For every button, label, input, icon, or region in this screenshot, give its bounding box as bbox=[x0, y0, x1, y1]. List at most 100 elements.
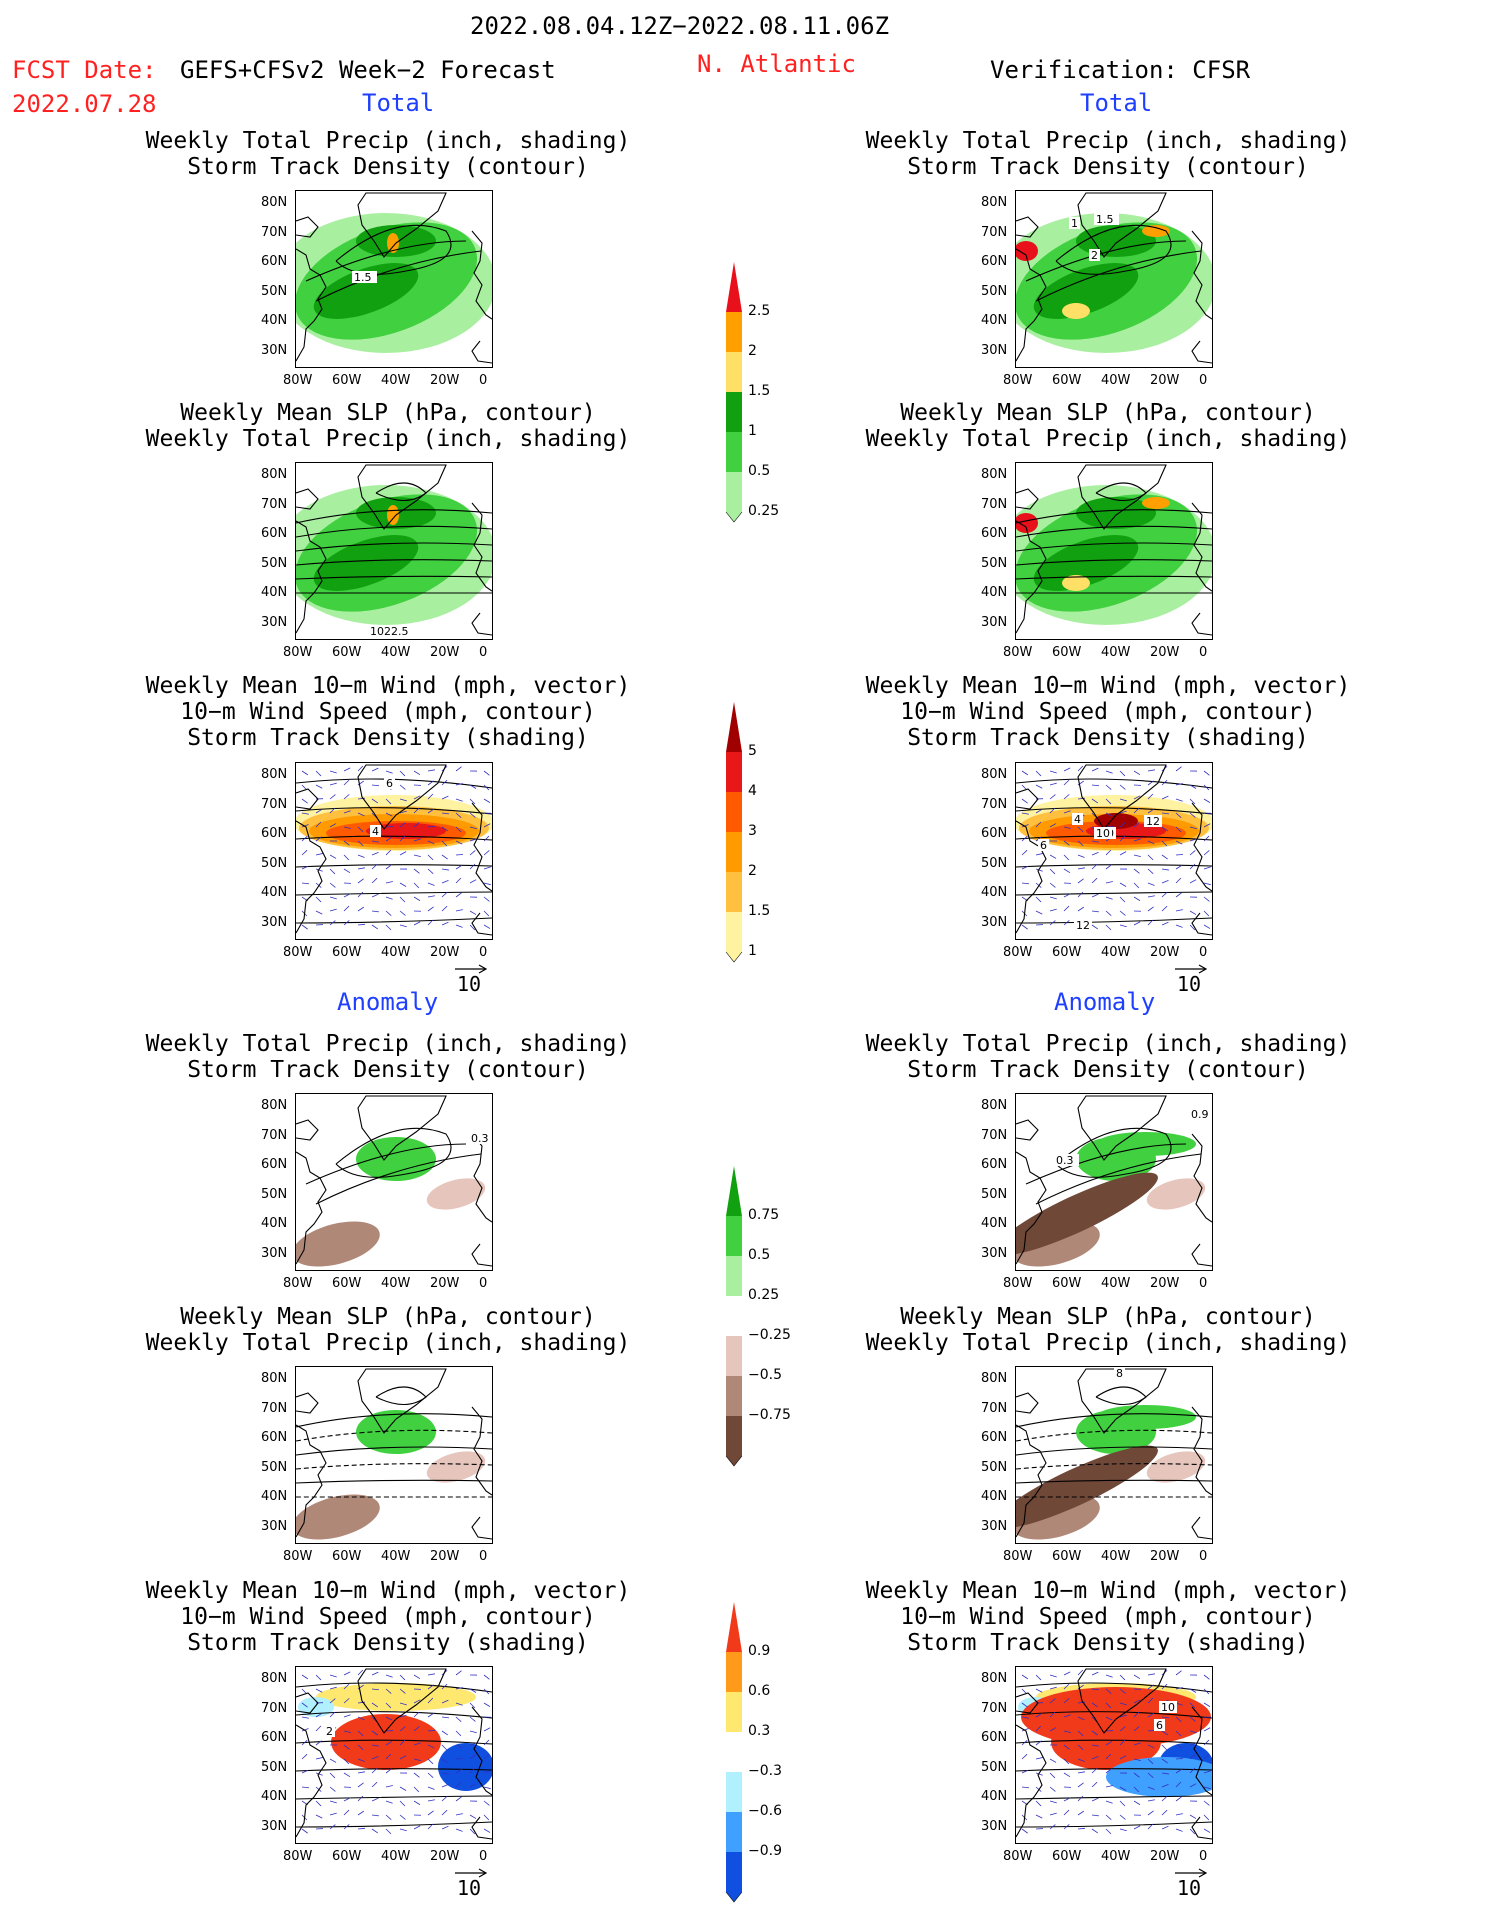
wind-vector bbox=[1077, 854, 1085, 858]
wind-vector bbox=[483, 1770, 491, 1774]
lat-tick-label: 30N bbox=[981, 1818, 1008, 1834]
lon-tick-label: 20W bbox=[430, 1276, 460, 1291]
wind-vector bbox=[469, 1702, 476, 1709]
lon-tick-label: 80W bbox=[283, 1276, 313, 1291]
labrador-coast bbox=[296, 1692, 319, 1714]
colorbar-swatch bbox=[726, 352, 742, 392]
map-panel: 4101261210 bbox=[1015, 762, 1213, 940]
lon-tick-label: 0 bbox=[1199, 945, 1208, 960]
wind-vector bbox=[1035, 1757, 1043, 1760]
lat-tick-label: 60N bbox=[261, 1730, 288, 1745]
north-america-coast bbox=[1016, 248, 1047, 362]
wind-vector bbox=[1161, 812, 1169, 815]
lat-tick-label: 60N bbox=[981, 826, 1008, 841]
colorbar-swatch bbox=[726, 1256, 742, 1296]
track-density-contour bbox=[1025, 1143, 1187, 1185]
wind-speed-contour bbox=[1016, 1739, 1212, 1745]
lon-tick-label: 80W bbox=[1003, 373, 1033, 388]
colorbar-swatch bbox=[726, 312, 742, 352]
wind-vector bbox=[1063, 1797, 1071, 1802]
contour-label: 1.5 bbox=[1094, 213, 1119, 226]
lat-tick-label: 70N bbox=[981, 496, 1008, 512]
svg-text:1.5: 1.5 bbox=[1096, 213, 1114, 226]
wind-vector bbox=[1147, 808, 1155, 814]
lat-tick-label: 30N bbox=[261, 614, 288, 630]
wind-vector bbox=[399, 1714, 407, 1718]
panel-title-line: Weekly Mean 10−m Wind (mph, vector) bbox=[145, 673, 631, 699]
wind-vector bbox=[1161, 879, 1169, 884]
wind-vector bbox=[1063, 854, 1070, 861]
panel-title-line: Storm Track Density (contour) bbox=[187, 1057, 589, 1083]
lon-tick-label: 0 bbox=[1199, 373, 1208, 388]
wind-vector bbox=[441, 905, 448, 912]
wind-vector bbox=[1119, 770, 1126, 777]
lon-tick-label: 60W bbox=[1052, 1849, 1082, 1864]
wind-vector bbox=[1077, 1827, 1086, 1830]
wind-vector bbox=[1091, 1744, 1099, 1747]
wind-vector bbox=[329, 882, 336, 888]
wind-vector bbox=[1021, 824, 1029, 828]
lat-tick-label: 60N bbox=[981, 1157, 1008, 1172]
wind-vector bbox=[329, 896, 337, 900]
colorbar-label: 0.9 bbox=[748, 1643, 771, 1659]
panel-title-line: Weekly Total Precip (inch, shading) bbox=[145, 426, 631, 452]
wind-vector bbox=[413, 1674, 421, 1680]
wind-vector bbox=[1091, 840, 1099, 843]
wind-vector bbox=[329, 807, 336, 814]
panel-title-line: Weekly Total Precip (inch, shading) bbox=[145, 128, 631, 154]
wind-vector bbox=[301, 824, 309, 828]
wind-vector bbox=[329, 1711, 336, 1718]
wind-vector bbox=[1063, 1714, 1071, 1718]
wind-vector bbox=[1077, 878, 1084, 884]
wind-vector bbox=[399, 882, 407, 887]
europe-coast bbox=[471, 802, 492, 892]
wind-vector bbox=[1077, 1771, 1085, 1774]
wind-vector bbox=[469, 1754, 476, 1760]
wind-vector bbox=[483, 910, 490, 917]
colorbar-label: −0.25 bbox=[748, 1327, 791, 1343]
lat-tick-label: 80N bbox=[981, 1371, 1008, 1386]
wind-vector bbox=[329, 823, 337, 828]
track-shading-5 bbox=[1094, 813, 1138, 829]
lat-tick-label: 80N bbox=[261, 467, 288, 482]
africa-coast bbox=[1191, 912, 1212, 936]
wind-vector bbox=[1105, 1753, 1112, 1760]
slp-contour bbox=[1016, 1413, 1212, 1428]
lat-tick-label: 40N bbox=[261, 313, 288, 328]
wind-vector bbox=[483, 1702, 491, 1707]
lon-tick-label: 80W bbox=[1003, 945, 1033, 960]
wind-vector bbox=[427, 808, 435, 814]
wind-vector bbox=[315, 1772, 323, 1776]
wind-vector bbox=[385, 881, 393, 884]
panel-title-line: Weekly Total Precip (inch, shading) bbox=[865, 426, 1351, 452]
wind-vector bbox=[455, 892, 462, 898]
wind-vector bbox=[1119, 1702, 1127, 1706]
colorbar-swatch bbox=[726, 1602, 742, 1652]
wind-vector bbox=[385, 896, 393, 900]
contour-label: 1 bbox=[1069, 217, 1080, 230]
wind-vector bbox=[329, 782, 337, 786]
colorbar-swatch bbox=[726, 752, 742, 792]
wind-vector bbox=[413, 1711, 420, 1718]
colorbar-swatch bbox=[726, 392, 742, 432]
europe-coast bbox=[471, 1706, 492, 1796]
wind-vector bbox=[1189, 879, 1197, 884]
wind-vector bbox=[1119, 822, 1126, 828]
wind-vector bbox=[427, 1810, 434, 1816]
reference-vector-label: 10 bbox=[1177, 1876, 1202, 1900]
wind-vector bbox=[455, 826, 462, 833]
colorbar-swatch bbox=[726, 912, 742, 952]
wind-vector bbox=[469, 838, 477, 842]
precip-extreme-shading bbox=[1142, 497, 1170, 509]
wind-vector bbox=[1133, 868, 1140, 874]
wind-vector bbox=[441, 1730, 448, 1736]
lat-tick-label: 50N bbox=[261, 1759, 288, 1775]
wind-vector bbox=[1105, 1768, 1112, 1774]
wind-vector bbox=[385, 924, 392, 931]
wind-vector bbox=[1147, 868, 1154, 874]
colorbar-swatch bbox=[726, 832, 742, 872]
wind-vector bbox=[343, 826, 351, 829]
lat-tick-label: 50N bbox=[981, 1459, 1008, 1475]
wind-vector bbox=[385, 849, 392, 856]
wind-vector bbox=[1147, 1823, 1154, 1830]
